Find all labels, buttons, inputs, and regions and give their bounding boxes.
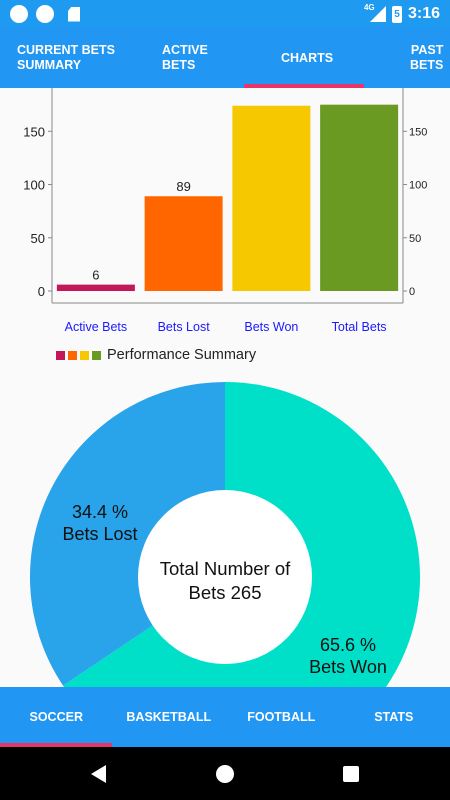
status-time: 3:16 bbox=[407, 5, 440, 22]
home-button[interactable] bbox=[195, 747, 255, 800]
tab-label: SOCCER bbox=[29, 710, 83, 724]
bets-donut-chart[interactable]: Total Number of Bets 265 34.4 % Bets Lost 65… bbox=[0, 370, 450, 688]
bar-bets-lost[interactable] bbox=[144, 196, 223, 291]
donut-center-text: Total Number of bbox=[160, 558, 291, 579]
network-type: 4G bbox=[363, 3, 375, 12]
battery-level: 5 bbox=[394, 8, 400, 20]
tab-label: CHARTS bbox=[281, 50, 334, 65]
tab-label: PAST BETS bbox=[410, 43, 444, 72]
selected-bottom-tab-indicator bbox=[0, 743, 112, 747]
bar-chart-svg: 0 0 50 50 100 100 150 150 6 Active Bets 89 Bets Los… bbox=[23, 83, 427, 334]
tab-football[interactable]: FOOTBALL bbox=[225, 687, 338, 747]
y-tick-label-right: 150 bbox=[409, 126, 427, 138]
bottom-tab-bar: SOCCER BASKETBALL FOOTBALL STATS bbox=[0, 687, 450, 747]
tab-active-bets[interactable]: ACTIVE BETS bbox=[162, 28, 208, 88]
chart-legend: Performance Summary bbox=[56, 345, 256, 365]
system-navigation-bar bbox=[0, 747, 450, 800]
notification-icons bbox=[0, 5, 80, 23]
tab-label: ACTIVE BETS bbox=[162, 43, 208, 72]
tab-label: BASKETBALL bbox=[126, 710, 212, 724]
bar-data-label: 6 bbox=[92, 268, 99, 283]
y-tick-label-left: 100 bbox=[23, 178, 45, 193]
tab-past-bets[interactable]: PAST BETS bbox=[410, 28, 443, 88]
x-tick-label: Bets Lost bbox=[158, 320, 211, 334]
tab-basketball[interactable]: BASKETBALL bbox=[113, 687, 226, 747]
back-button[interactable] bbox=[68, 747, 128, 800]
legend-swatch bbox=[68, 350, 77, 360]
bar-active-bets[interactable] bbox=[56, 284, 135, 291]
system-icons: 4G 5 3:16 bbox=[363, 0, 440, 28]
home-icon bbox=[216, 764, 234, 783]
slice-percent-label: 34.4 % bbox=[72, 502, 128, 522]
y-tick-label-left: 150 bbox=[23, 124, 45, 139]
status-bar: 4G 5 3:16 bbox=[0, 0, 450, 28]
signal-icon: 4G bbox=[363, 3, 386, 22]
donut-chart-svg: Total Number of Bets 265 34.4 %Bets Lost 65… bbox=[29, 382, 420, 688]
legend-swatch bbox=[92, 350, 101, 360]
donut-center-text: Bets 265 bbox=[188, 582, 261, 603]
donut-slice[interactable] bbox=[29, 382, 225, 686]
x-tick-label: Total Bets bbox=[332, 320, 387, 334]
tab-label: FOOTBALL bbox=[247, 710, 316, 724]
y-tick-label-right: 50 bbox=[409, 233, 421, 245]
tab-soccer[interactable]: SOCCER bbox=[0, 687, 113, 747]
y-tick-label-left: 50 bbox=[31, 231, 45, 246]
donut-hole bbox=[138, 490, 312, 664]
recents-icon bbox=[343, 765, 359, 782]
x-tick-label: Active Bets bbox=[65, 320, 128, 334]
recents-button[interactable] bbox=[321, 747, 381, 800]
slice-name-label: Bets Lost bbox=[62, 524, 137, 544]
bar-total-bets[interactable] bbox=[320, 104, 399, 291]
tab-current-bets-summary[interactable]: CURRENT BETS SUMMARY bbox=[17, 28, 115, 88]
y-tick-label-right: 0 bbox=[409, 286, 415, 298]
notification-dot-icon bbox=[10, 5, 28, 23]
bar-data-label: 89 bbox=[176, 179, 190, 194]
tab-charts[interactable]: CHARTS bbox=[281, 28, 333, 88]
performance-bar-chart[interactable]: 0 0 50 50 100 100 150 150 6 Active Bets 89 Bets Los… bbox=[0, 83, 450, 370]
legend-label: Performance Summary bbox=[107, 347, 257, 363]
y-tick-label-left: 0 bbox=[38, 284, 45, 299]
sd-card-icon bbox=[68, 6, 80, 22]
tab-label: STATS bbox=[374, 710, 414, 724]
top-tab-bar: CURRENT BETS SUMMARY ACTIVE BETS CHARTS … bbox=[0, 28, 450, 88]
slice-percent-label: 65.6 % bbox=[320, 635, 376, 655]
back-icon bbox=[90, 764, 106, 783]
bar-bets-won[interactable] bbox=[232, 105, 311, 291]
selected-tab-indicator bbox=[244, 84, 364, 88]
tab-stats[interactable]: STATS bbox=[338, 687, 450, 747]
notification-dot-icon bbox=[36, 5, 54, 23]
legend-swatch bbox=[56, 350, 65, 360]
y-tick-label-right: 100 bbox=[409, 180, 427, 192]
battery-icon: 5 bbox=[391, 5, 402, 23]
slice-name-label: Bets Won bbox=[309, 657, 387, 677]
tab-label: CURRENT BETS SUMMARY bbox=[17, 43, 115, 72]
x-tick-label: Bets Won bbox=[244, 320, 298, 334]
legend-swatch bbox=[80, 350, 89, 360]
